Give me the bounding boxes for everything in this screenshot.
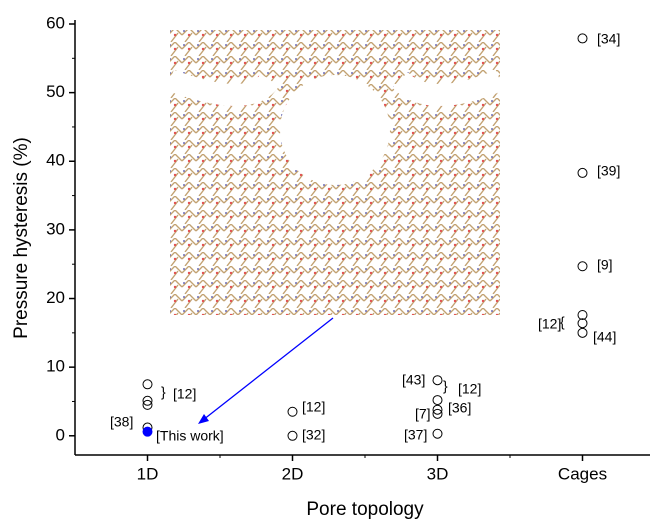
annotation: [12] bbox=[302, 399, 325, 415]
x-tick-label: 1D bbox=[137, 464, 159, 483]
data-point bbox=[288, 407, 297, 416]
x-tick-label: 3D bbox=[427, 464, 449, 483]
data-point bbox=[143, 380, 152, 389]
data-point bbox=[578, 310, 587, 319]
inset-structure bbox=[170, 30, 500, 315]
y-tick-label: 30 bbox=[46, 219, 65, 238]
annotation: [12] bbox=[538, 316, 561, 332]
y-tick-label: 60 bbox=[46, 13, 65, 32]
data-point bbox=[578, 319, 587, 328]
annotation: [36] bbox=[448, 400, 471, 416]
x-axis-title: Pore topology bbox=[306, 499, 424, 520]
annotation: [44] bbox=[593, 329, 616, 345]
data-point bbox=[433, 396, 442, 405]
annotation: [This work] bbox=[156, 428, 224, 444]
x-tick-label: 2D bbox=[282, 464, 304, 483]
x-tick-label: Cages bbox=[558, 464, 607, 483]
annotation: [34] bbox=[597, 31, 620, 47]
y-tick-label: 0 bbox=[56, 425, 65, 444]
annotation: [32] bbox=[302, 427, 325, 443]
annotation: [9] bbox=[597, 257, 613, 273]
y-tick-label: 20 bbox=[46, 288, 65, 307]
y-axis-title: Pressure hysteresis (%) bbox=[11, 137, 32, 339]
annotation: [43] bbox=[402, 372, 425, 388]
brace: } bbox=[161, 384, 166, 400]
data-point bbox=[578, 262, 587, 271]
data-point bbox=[578, 34, 587, 43]
annotation: [37] bbox=[404, 427, 427, 443]
data-point bbox=[433, 376, 442, 385]
arrow-head bbox=[198, 414, 209, 424]
chart: Pressure hysteresis (%) Pore topology } … bbox=[0, 0, 651, 521]
annotation: [12] bbox=[458, 381, 481, 397]
annotation: [39] bbox=[597, 163, 620, 179]
brace: } bbox=[443, 378, 448, 394]
data-point bbox=[433, 429, 442, 438]
data-point bbox=[578, 328, 587, 337]
data-point bbox=[578, 168, 587, 177]
y-tick-label: 50 bbox=[46, 82, 65, 101]
annotation: [38] bbox=[110, 414, 133, 430]
y-tick-label: 10 bbox=[46, 357, 65, 376]
data-point bbox=[288, 431, 297, 440]
annotation: [7] bbox=[415, 406, 431, 422]
highlight-point bbox=[143, 427, 152, 436]
annotation: [12] bbox=[173, 386, 196, 402]
y-tick-label: 40 bbox=[46, 151, 65, 170]
